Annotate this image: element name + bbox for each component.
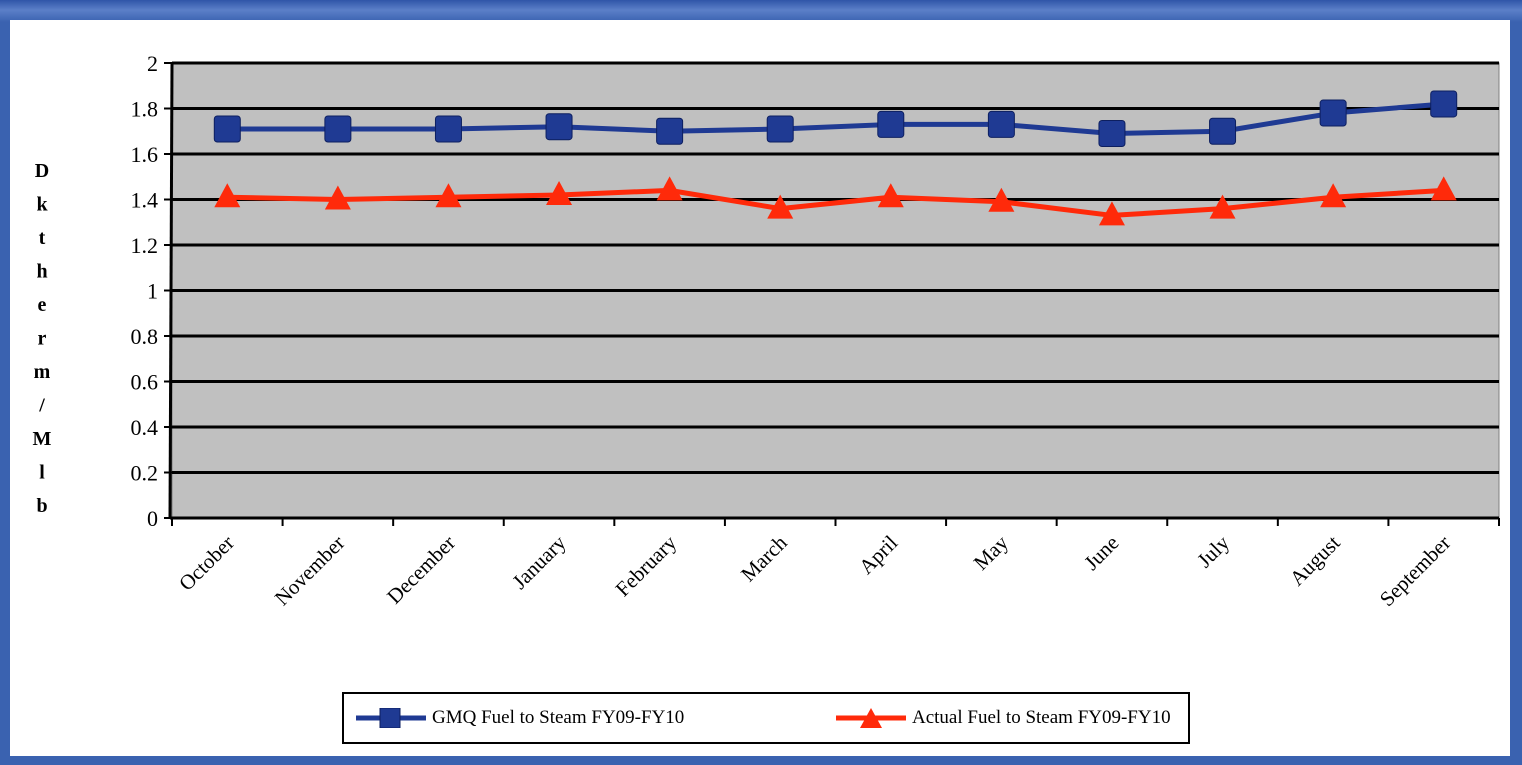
y-tick-label: 0 [147,506,158,531]
data-point [1209,117,1237,145]
y-axis-title-char: l [39,462,45,484]
data-point [1098,201,1125,226]
series-line [227,187,1444,218]
x-tick-label: March [736,530,792,586]
y-axis-title-char: b [36,495,47,517]
y-tick-label: 0.6 [131,370,159,395]
data-point [324,115,352,143]
series [213,90,1458,226]
data-point [546,180,573,205]
y-axis-title-char: M [33,428,52,450]
x-tick-label: April [854,530,902,578]
data-point [435,183,462,208]
gridlines [172,61,1499,474]
x-tick-label: December [382,531,460,609]
data-point [877,183,904,208]
data-point [656,117,684,145]
y-tick-label: 1.8 [131,97,159,122]
y-tick-labels: 0 0.2 0.4 0.6 0.8 1 1.2 1.4 1.6 1.8 2 [131,51,159,531]
data-point [877,110,905,138]
x-tick-label: November [270,531,350,611]
data-point [214,183,241,208]
y-axis-title-char: k [36,194,48,216]
data-point [767,194,794,219]
y-tick-label: 0.2 [131,461,159,486]
data-point [213,115,241,143]
y-axis-title-char: t [39,227,46,249]
series-line [227,101,1444,137]
y-tick-label: 1.2 [131,233,159,258]
data-point [324,185,351,210]
legend-label-actual: Actual Fuel to Steam FY09-FY10 [912,707,1171,728]
x-tick-label: January [507,530,571,594]
x-tick-label: October [174,531,239,596]
legend-swatch-actual [836,708,906,728]
data-point [545,113,573,141]
data-point [1098,120,1126,148]
data-point [988,187,1015,212]
data-point [434,115,462,143]
x-tick-label: August [1285,530,1345,590]
chart-canvas: 0 0.2 0.4 0.6 0.8 1 1.2 1.4 1.6 1.8 2 October Novem… [10,20,1510,756]
data-point [766,115,794,143]
x-tick-label: June [1079,531,1123,575]
legend-item-gmq: GMQ Fuel to Steam FY09-FY10 [356,694,684,742]
y-tick-label: 1.6 [131,142,159,167]
legend-item-actual: Actual Fuel to Steam FY09-FY10 [836,694,1171,742]
line-chart: 0 0.2 0.4 0.6 0.8 1 1.2 1.4 1.6 1.8 2 October Novem… [33,51,1500,611]
axes [164,62,1500,526]
y-tick-label: 1 [147,279,158,304]
data-point [1209,194,1236,219]
x-tick-label: July [1192,530,1234,572]
y-axis-title-char: r [38,328,47,350]
y-tick-label: 2 [147,51,158,76]
x-tick-label: May [969,530,1014,575]
data-point [1430,90,1458,118]
x-tick-label: September [1375,531,1455,611]
y-tick-label: 0.8 [131,324,159,349]
y-axis-title-char: m [34,361,51,383]
y-tick-label: 1.4 [131,188,159,213]
legend-label-gmq: GMQ Fuel to Steam FY09-FY10 [432,707,685,728]
x-tick-label: February [611,530,682,601]
y-axis-title-char: / [38,395,45,417]
data-point [1319,99,1347,127]
y-tick-label: 0.4 [131,415,159,440]
legend-swatch-gmq [356,708,426,728]
y-axis-line [168,62,174,519]
data-point [656,176,683,201]
x-tick-labels: October November December January February Ma… [174,530,1455,611]
legend: GMQ Fuel to Steam FY09-FY10 Actual Fuel … [342,692,1190,744]
data-point [987,110,1015,138]
y-axis-title-char: h [36,261,47,283]
y-axis-title-char: D [35,160,49,182]
data-point [1430,176,1457,201]
y-axis-title-char: e [38,294,47,316]
data-point [1320,183,1347,208]
